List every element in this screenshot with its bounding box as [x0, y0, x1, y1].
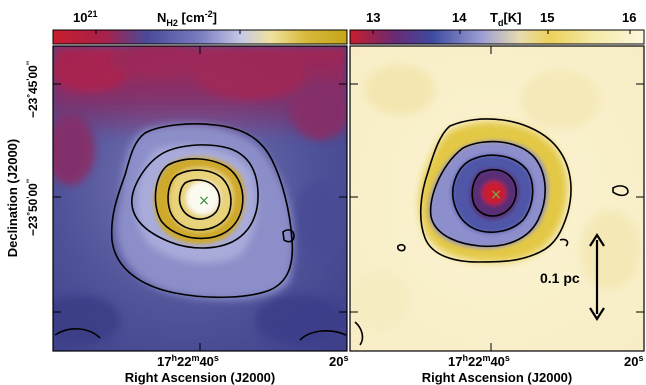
y-tick-label: −23°50'00''	[25, 179, 40, 236]
right-map: × 0.1 pc	[350, 46, 644, 351]
left-colorbar-tick: 1021	[73, 9, 97, 25]
left-map: ×	[53, 46, 347, 351]
right-colorbar-label: Td[K]	[490, 10, 522, 28]
left-colorbar-label: NH2 [cm-2]	[157, 9, 217, 28]
x-tick-label: 17h22m40s	[157, 353, 219, 369]
x-tick-label: 17h22m40s	[448, 353, 510, 369]
scale-bar-label: 0.1 pc	[540, 270, 580, 286]
left-colorbar: 1021 NH2 [cm-2]	[52, 9, 348, 45]
right-colorbar-tick: 14	[452, 10, 467, 25]
x-axis-label: Right Ascension (J2000)	[422, 370, 573, 385]
right-colorbar-gradient	[349, 29, 645, 45]
right-colorbar-tick: 15	[540, 10, 554, 25]
axis-ticks	[53, 46, 644, 351]
x-axis: 17h22m40s 20s 17h22m40s 20s Right Ascens…	[125, 353, 644, 385]
right-colorbar-tick: 16	[622, 10, 636, 25]
peak-marker-icon: ×	[490, 187, 502, 203]
right-map-frame	[349, 45, 645, 352]
y-tick-label: −23°45'00''	[25, 61, 40, 118]
y-axis-label: Declination (J2000)	[5, 139, 20, 258]
scale-bar: 0.1 pc	[540, 232, 605, 322]
peak-marker-icon: ×	[198, 193, 210, 209]
x-tick-label: 20s	[329, 353, 348, 369]
right-colorbar-tick: 13	[366, 10, 380, 25]
x-tick-label: 20s	[624, 353, 643, 369]
right-colorbar: 13 14 Td[K] 15 16	[349, 10, 645, 45]
y-axis: −23°45'00'' −23°50'00'' Declination (J20…	[5, 61, 40, 257]
x-axis-label: Right Ascension (J2000)	[125, 370, 276, 385]
left-colorbar-gradient	[52, 29, 348, 45]
